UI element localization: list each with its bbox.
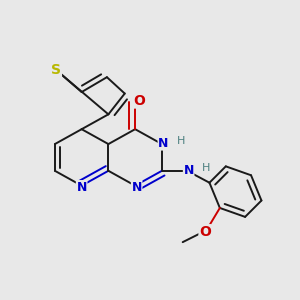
- Text: N: N: [184, 164, 194, 177]
- Text: H: H: [202, 163, 211, 173]
- Text: N: N: [131, 181, 142, 194]
- Text: O: O: [134, 94, 146, 108]
- Text: N: N: [158, 137, 169, 150]
- Text: N: N: [76, 181, 87, 194]
- Text: O: O: [199, 225, 211, 239]
- Text: S: S: [51, 63, 62, 77]
- Text: H: H: [177, 136, 185, 146]
